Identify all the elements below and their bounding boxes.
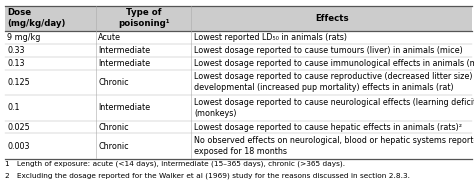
Bar bbox=[5, 70, 472, 95]
Bar bbox=[5, 57, 472, 70]
Text: 1   Length of exposure: acute (<14 days), intermediate (15–365 days), chronic (>: 1 Length of exposure: acute (<14 days), … bbox=[5, 160, 345, 167]
Text: 0.003: 0.003 bbox=[7, 142, 29, 151]
Text: Lowest dosage reported to cause neurological effects (learning deficit) in anima: Lowest dosage reported to cause neurolog… bbox=[194, 98, 474, 118]
Text: 0.025: 0.025 bbox=[7, 123, 30, 132]
Bar bbox=[5, 95, 472, 121]
Bar bbox=[5, 31, 472, 44]
Text: Effects: Effects bbox=[315, 14, 348, 23]
Text: 9 mg/kg: 9 mg/kg bbox=[7, 33, 40, 42]
Bar bbox=[5, 44, 472, 57]
Text: No observed effects on neurological, blood or hepatic systems reported in humans: No observed effects on neurological, blo… bbox=[194, 136, 474, 156]
Text: 2   Excluding the dosage reported for the Walker et al (1969) study for the reas: 2 Excluding the dosage reported for the … bbox=[5, 173, 410, 179]
Text: Chronic: Chronic bbox=[98, 123, 129, 132]
Text: Lowest dosage reported to cause immunological effects in animals (mice): Lowest dosage reported to cause immunolo… bbox=[194, 59, 474, 68]
Text: Chronic: Chronic bbox=[98, 78, 129, 87]
Text: Lowest dosage reported to cause hepatic effects in animals (rats)²: Lowest dosage reported to cause hepatic … bbox=[194, 123, 462, 132]
Text: Lowest reported LD₅₀ in animals (rats): Lowest reported LD₅₀ in animals (rats) bbox=[194, 33, 347, 42]
Bar bbox=[5, 133, 472, 159]
Text: 0.13: 0.13 bbox=[7, 59, 25, 68]
Text: Intermediate: Intermediate bbox=[98, 103, 150, 112]
Text: Acute: Acute bbox=[98, 33, 121, 42]
Text: Lowest dosage reported to cause tumours (liver) in animals (mice): Lowest dosage reported to cause tumours … bbox=[194, 46, 463, 55]
Text: Chronic: Chronic bbox=[98, 142, 129, 151]
Text: Dose
(mg/kg/day): Dose (mg/kg/day) bbox=[7, 8, 65, 28]
Text: Intermediate: Intermediate bbox=[98, 59, 150, 68]
Text: 0.33: 0.33 bbox=[7, 46, 25, 55]
Bar bbox=[5, 121, 472, 133]
Text: Lowest dosage reported to cause reproductive (decreased litter size) and
develop: Lowest dosage reported to cause reproduc… bbox=[194, 72, 474, 92]
Text: Type of
poisoning¹: Type of poisoning¹ bbox=[118, 8, 169, 28]
Text: 0.125: 0.125 bbox=[7, 78, 30, 87]
Text: Intermediate: Intermediate bbox=[98, 46, 150, 55]
Bar bbox=[5, 6, 472, 31]
Text: 0.1: 0.1 bbox=[7, 103, 19, 112]
